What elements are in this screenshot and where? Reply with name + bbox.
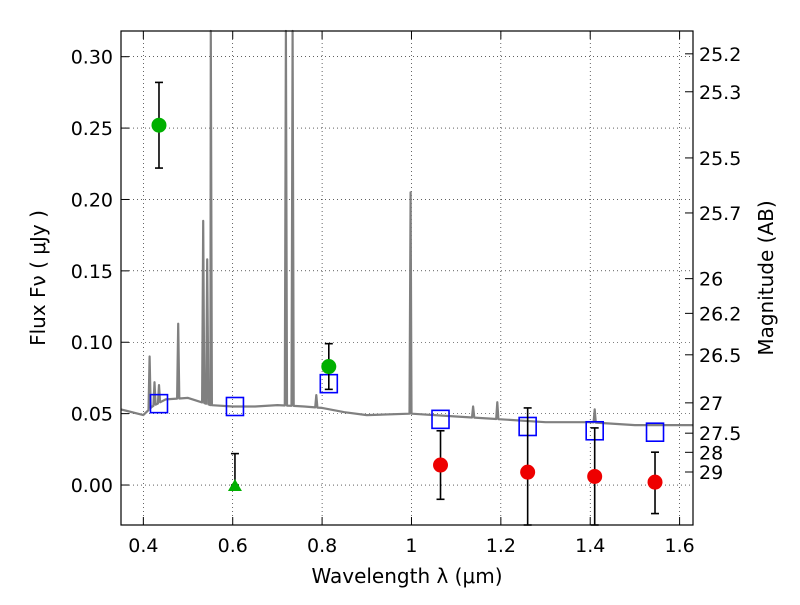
y-tick-label: 0.20 <box>71 189 113 211</box>
x-tick-label: 0.8 <box>307 535 337 557</box>
y-tick-label: 0.15 <box>71 261 113 283</box>
upper-limit-point <box>227 479 242 492</box>
x-tick-label: 1.2 <box>486 535 516 557</box>
mag-tick-label: 26 <box>699 269 723 291</box>
mag-tick-label: 26.5 <box>699 345 741 367</box>
y-axis-label: Flux Fν ( μJy ) <box>26 210 50 346</box>
y2-axis-label: Magnitude (AB) <box>754 200 778 355</box>
y-tick-label: 0.30 <box>71 47 113 69</box>
nondetection-point <box>587 468 603 484</box>
mag-tick-label: 27.5 <box>699 423 741 445</box>
nondetection-point <box>647 474 663 490</box>
spectrum-line <box>120 29 693 427</box>
x-axis-label: Wavelength λ (μm) <box>311 564 502 588</box>
mag-tick-label: 25.3 <box>699 82 741 104</box>
nondetection-point <box>520 464 536 480</box>
mag-tick-label: 28 <box>699 442 723 464</box>
axis-ticks: 0.4 0.6 0.8 1 1.2 1.4 1.6 0.00 0.05 0.10 0.15 0.20 0… <box>71 31 741 557</box>
x-tick-label: 1.4 <box>575 535 605 557</box>
y-tick-label: 0.00 <box>71 475 113 497</box>
nondetection-point <box>433 457 449 473</box>
mag-tick-label: 25.2 <box>699 44 741 66</box>
model-point <box>149 393 169 414</box>
y-tick-label: 0.05 <box>71 404 113 426</box>
mag-tick-label: 27 <box>699 393 723 415</box>
detection-point <box>151 117 167 133</box>
x-tick-label: 0.4 <box>128 535 158 557</box>
model-point <box>431 409 450 430</box>
mag-tick-label: 25.5 <box>699 148 741 170</box>
model-point <box>225 396 245 417</box>
x-tick-label: 1.6 <box>664 535 694 557</box>
mag-tick-label: 26.2 <box>699 303 741 325</box>
grid <box>121 31 693 525</box>
detection-point <box>321 359 337 375</box>
plot-frame <box>120 30 694 526</box>
mag-tick-label: 25.7 <box>699 203 741 225</box>
spectrum <box>120 29 693 427</box>
y-tick-label: 0.10 <box>71 332 113 354</box>
y-tick-label: 0.25 <box>71 118 113 140</box>
model-point <box>645 422 665 442</box>
data-marks <box>149 81 665 526</box>
x-tick-label: 0.6 <box>218 535 248 557</box>
x-tick-label: 1 <box>405 535 417 557</box>
mag-tick-label: 29 <box>699 462 723 484</box>
